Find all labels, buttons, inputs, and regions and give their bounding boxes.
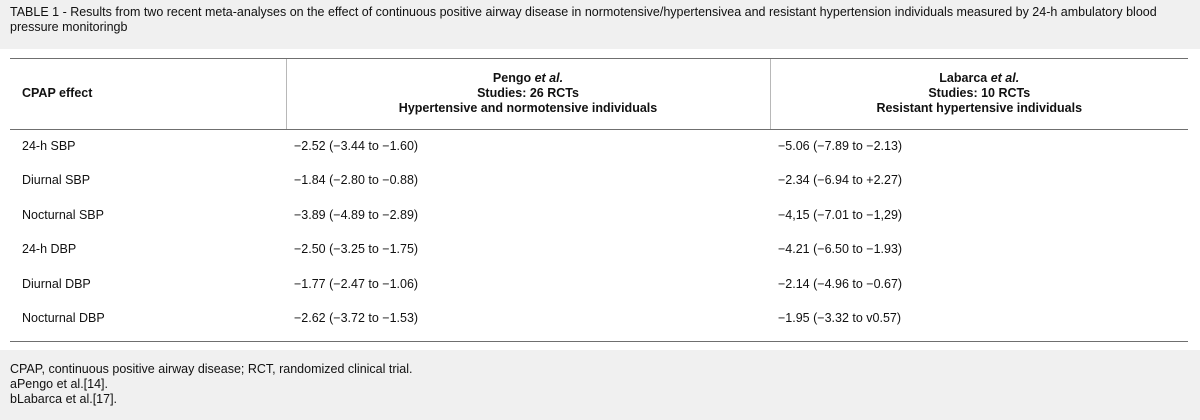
table-caption: TABLE 1 - Results from two recent meta-a… [0,0,1200,49]
cell-labarca: −2.14 (−4.96 to −0.67) [778,276,903,291]
cell-pengo: −2.52 (−3.44 to −1.60) [294,139,419,153]
results-table: CPAP effect Pengo et al. Studies: 26 RCT… [10,59,1188,336]
footnote-a: aPengo et al.[14]. [10,377,108,391]
table-row: Diurnal DBP −1.77 (−2.47 to −1.06) −2.14… [10,267,1188,302]
results-table-container: CPAP effect Pengo et al. Studies: 26 RCT… [10,58,1188,342]
cell-pengo: −1.84 (−2.80 to −0.88) [294,173,419,188]
header-labarca: Labarca et al. Studies: 10 RCTs Resistan… [770,59,1189,130]
header-pengo-author: Pengo et al. [287,71,770,86]
table-row: Diurnal SBP −1.84 (−2.80 to −0.88) −2.34… [10,164,1188,199]
cell-labarca: −4.21 (−6.50 to −1.93) [778,242,903,257]
cell-labarca: −4,15 (−7.01 to −1,29) [778,207,903,222]
table-header-row: CPAP effect Pengo et al. Studies: 26 RCT… [10,59,1189,130]
cell-effect: Nocturnal DBP [22,311,105,326]
footnote-b: bLabarca et al.[17]. [10,392,118,406]
cell-effect: Diurnal SBP [22,173,91,188]
header-pengo: Pengo et al. Studies: 26 RCTs Hypertensi… [286,59,771,130]
header-pengo-author-name: Pengo [492,71,535,86]
cell-pengo: −2.50 (−3.25 to −1.75) [294,242,419,257]
cell-labarca: −1.95 (−3.32 to v0.57) [778,311,902,326]
cell-labarca: −2.34 (−6.94 to +2.27) [778,173,903,188]
table-footnotes: CPAP, continuous positive airway disease… [0,350,1200,420]
header-pengo-etal: et al. [534,71,564,86]
header-labarca-population: Resistant hypertensive individuals [876,101,1083,116]
footnote-abbreviations: CPAP, continuous positive airway disease… [10,362,413,376]
header-labarca-studies: Studies: 10 RCTs [928,86,1031,101]
table-row: Nocturnal DBP −2.62 (−3.72 to −1.53) −1.… [10,302,1188,337]
header-labarca-etal: et al. [990,71,1020,86]
table-row: 24-h SBP −2.52 (−3.44 to −1.60) −5.06 (−… [10,129,1188,164]
header-pengo-population: Hypertensive and normotensive individual… [398,101,658,116]
cell-effect: 24-h SBP [22,139,76,153]
cell-pengo: −1.77 (−2.47 to −1.06) [294,276,419,291]
cell-effect: Nocturnal SBP [22,207,104,222]
cell-pengo: −2.62 (−3.72 to −1.53) [294,311,419,326]
header-cpap-effect: CPAP effect [10,59,287,130]
cell-labarca: −5.06 (−7.89 to −2.13) [778,139,903,153]
cell-pengo: −3.89 (−4.89 to −2.89) [294,207,419,222]
header-labarca-author-name: Labarca [939,71,991,86]
table-row: 24-h DBP −2.50 (−3.25 to −1.75) −4.21 (−… [10,233,1188,268]
table-row: Nocturnal SBP −3.89 (−4.89 to −2.89) −4,… [10,198,1188,233]
header-labarca-author: Labarca et al. [771,71,1189,86]
cell-effect: Diurnal DBP [22,276,91,291]
header-pengo-studies: Studies: 26 RCTs [477,86,579,101]
cell-effect: 24-h DBP [22,242,77,257]
